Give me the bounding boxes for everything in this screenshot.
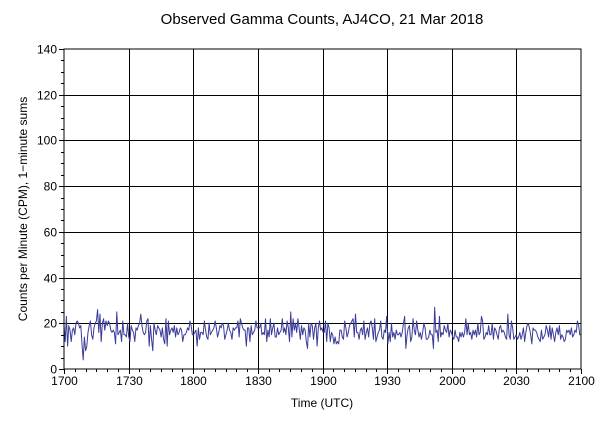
x-tick-label: 1700 bbox=[51, 374, 78, 388]
series-layer bbox=[63, 306, 581, 361]
y-tick-label: 20 bbox=[44, 317, 58, 331]
x-tick-label: 1930 bbox=[374, 374, 401, 388]
x-tick-label: 1800 bbox=[180, 374, 207, 388]
x-tick-label: 1830 bbox=[245, 374, 272, 388]
x-tick-label: 2030 bbox=[503, 374, 530, 388]
x-tick-label: 1730 bbox=[116, 374, 143, 388]
x-tick-label: 2100 bbox=[568, 374, 595, 388]
y-tick-label: 140 bbox=[37, 43, 57, 57]
x-axis-label: Time (UTC) bbox=[291, 396, 353, 410]
y-axis-label: Counts per Minute (CPM), 1−minute sums bbox=[16, 97, 30, 321]
y-tick-label: 80 bbox=[44, 180, 58, 194]
grid-lines bbox=[64, 49, 581, 369]
y-tick-label: 0 bbox=[50, 363, 57, 377]
x-tick-label: 2000 bbox=[439, 374, 466, 388]
plot-area-frame bbox=[63, 48, 582, 370]
y-tick-label: 100 bbox=[37, 134, 57, 148]
x-tick-labels: 1700 1730 1800 1830 1900 1930 2000 2030 2100 bbox=[51, 374, 595, 388]
y-tick-label: 120 bbox=[37, 89, 57, 103]
chart-title: Observed Gamma Counts, AJ4CO, 21 Mar 201… bbox=[161, 11, 484, 28]
y-tick-labels: 0 20 40 60 80 100 120 140 bbox=[37, 43, 57, 377]
series-line bbox=[63, 306, 581, 361]
x-tick-label: 1900 bbox=[310, 374, 337, 388]
y-tick-label: 40 bbox=[44, 272, 58, 286]
y-tick-label: 60 bbox=[44, 226, 58, 240]
